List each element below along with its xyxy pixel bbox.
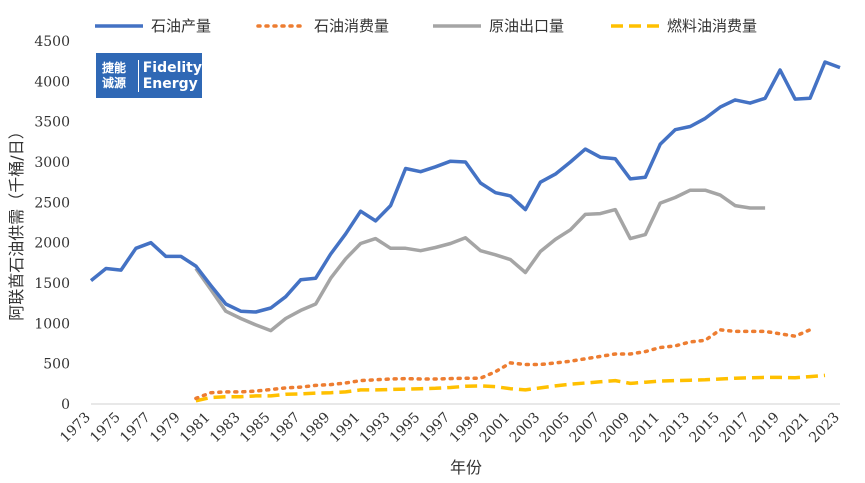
x-axis-title: 年份	[450, 458, 482, 477]
y-tick-label: 3000	[34, 155, 70, 171]
x-tick-label: 1981	[177, 410, 214, 447]
x-tick-label: 2005	[537, 410, 574, 447]
y-tick-label: 500	[43, 357, 70, 373]
x-tick-label: 1997	[417, 410, 454, 447]
legend-label: 石油产量	[151, 17, 211, 35]
x-tick-label: 1999	[447, 410, 484, 447]
x-tick-label: 1977	[117, 410, 154, 447]
x-tick-label: 2017	[716, 410, 753, 447]
x-tick-label: 2021	[776, 410, 813, 447]
series-crude-export-line	[194, 188, 766, 333]
legend-label: 石油消费量	[314, 17, 389, 35]
y-tick-label: 1500	[34, 276, 70, 292]
logo-divider	[137, 59, 139, 92]
y-tick-label: 4500	[34, 34, 70, 50]
x-tick-label: 2001	[477, 410, 514, 447]
y-tick-label: 3500	[34, 115, 70, 131]
x-tick-label: 1983	[207, 410, 244, 447]
x-tick-label: 2007	[567, 410, 604, 447]
series-fuel-oil-consumption-line	[195, 373, 826, 403]
x-tick-label: 1973	[57, 410, 94, 447]
logo-chinese-text: 捷能 诚源	[102, 60, 127, 90]
series-oil-production-line	[89, 60, 841, 314]
y-axis-title: 阿联酋石油供需（千桶/日）	[7, 123, 26, 320]
x-tick-label: 2013	[657, 410, 694, 447]
y-tick-label: 1000	[34, 316, 70, 332]
legend-label: 燃料油消费量	[667, 17, 757, 35]
x-tick-label: 2023	[806, 410, 843, 447]
x-tick-label: 2015	[686, 410, 723, 447]
y-tick-label: 2000	[34, 236, 70, 252]
legend-label: 原油出口量	[489, 17, 564, 35]
x-tick-label: 1987	[267, 410, 304, 447]
x-tick-label: 1985	[237, 410, 274, 447]
x-tick-label: 1979	[147, 410, 184, 447]
x-tick-label: 1991	[327, 410, 364, 447]
x-tick-label: 2003	[507, 410, 544, 447]
fidelity-energy-logo: 捷能 诚源 Fidelity Energy	[96, 53, 202, 98]
y-tick-label: 4000	[34, 74, 70, 90]
x-tick-label: 1993	[357, 410, 394, 447]
logo-english-text: Fidelity Energy	[142, 59, 202, 92]
x-tick-label: 1989	[297, 410, 334, 447]
series-oil-consumption-line	[194, 328, 812, 401]
x-tick-label: 2009	[597, 410, 634, 447]
x-tick-label: 1995	[387, 410, 424, 447]
x-tick-label: 2019	[746, 410, 783, 447]
y-tick-label: 0	[61, 397, 70, 413]
y-tick-label: 2500	[34, 195, 70, 211]
x-tick-label: 1975	[87, 410, 124, 447]
x-tick-label: 2011	[627, 410, 664, 447]
